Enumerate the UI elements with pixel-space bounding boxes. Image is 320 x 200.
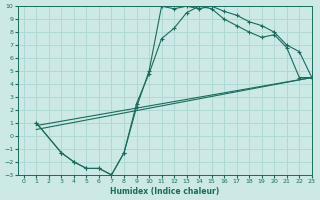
X-axis label: Humidex (Indice chaleur): Humidex (Indice chaleur) — [110, 187, 219, 196]
